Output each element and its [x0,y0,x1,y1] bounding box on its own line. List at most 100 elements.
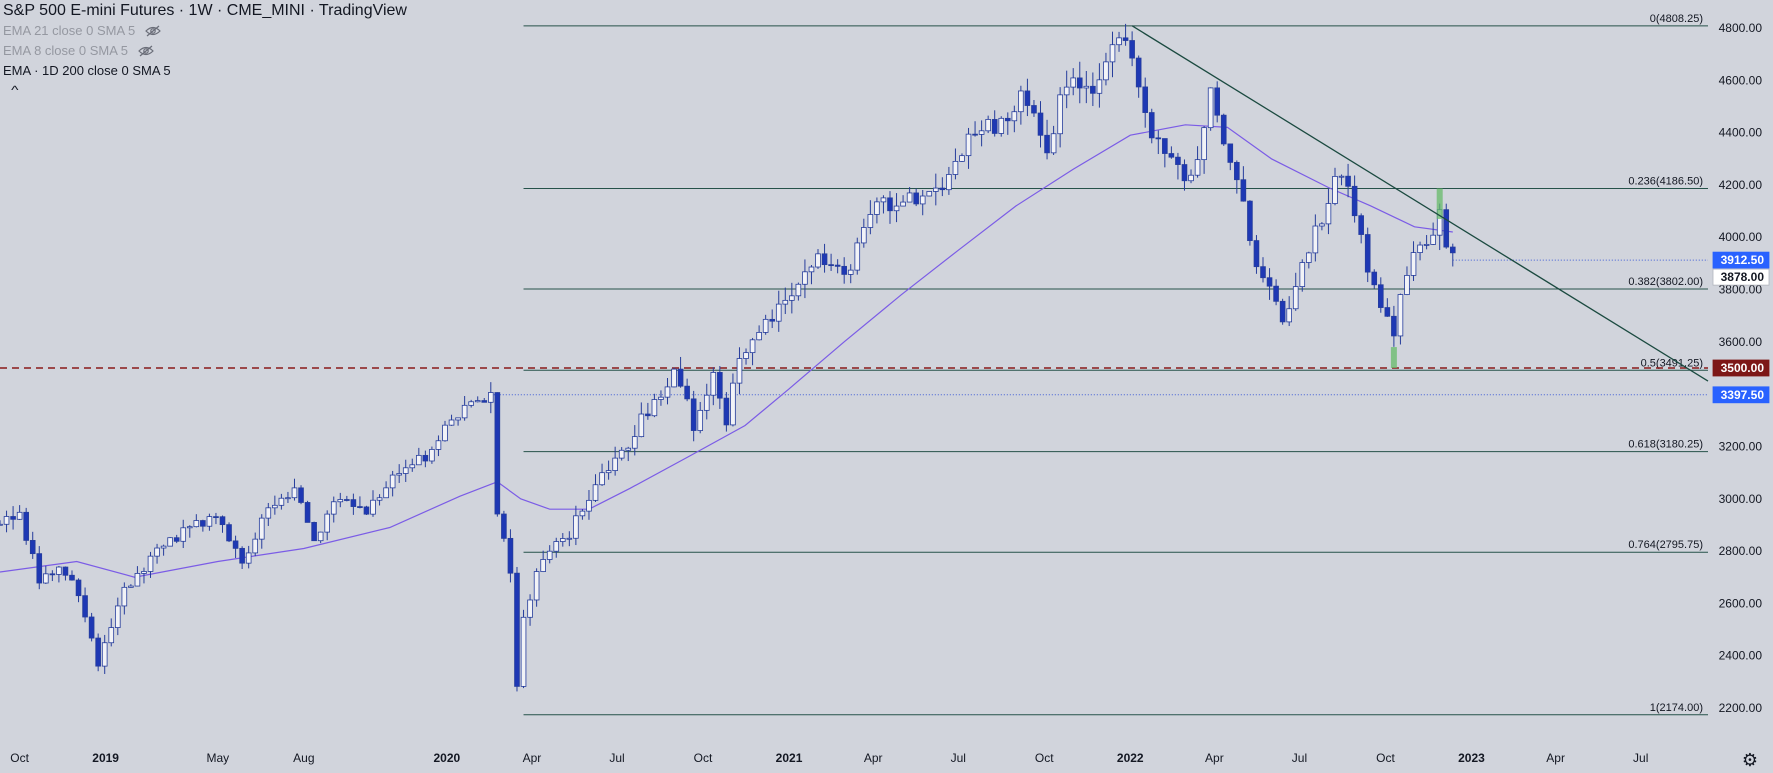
candle-down [1358,215,1364,235]
candle-up [1417,244,1423,253]
indicator-ema-21[interactable]: EMA 21 close 0 SMA 5 [3,21,407,41]
time-tick-label: Aug [293,751,314,765]
candle-up [1063,86,1070,96]
chevron-up-icon[interactable]: ^ [11,83,19,97]
candle-down [1076,77,1083,89]
candle-up [1201,127,1207,161]
candle-up [1299,262,1306,288]
candle-up [3,516,10,525]
candle-up [324,513,331,533]
highlight-bar [1390,347,1397,368]
candle-up [1018,90,1024,113]
candle-down [717,372,723,399]
candle-up [952,160,959,175]
candle-up [370,499,376,515]
candle-down [501,513,507,539]
candle-up [1325,203,1332,225]
candle-up [965,133,972,157]
candle-down [49,573,56,576]
candle-up [762,318,769,333]
candle-down [1364,234,1371,273]
candle-down [972,133,978,136]
candle-up [985,119,991,132]
price-tick-label: 2600.00 [1719,596,1763,610]
candle-down [62,566,69,576]
candle-down [88,616,95,639]
eye-off-icon[interactable] [145,25,162,37]
trendline [1131,25,1709,382]
candle-up [56,566,62,575]
eye-off-icon[interactable] [138,45,154,57]
indicator-ema-1d-200[interactable]: EMA · 1D 200 close 0 SMA 5 [3,61,407,81]
candle-up [710,372,717,396]
candle-up [527,599,533,618]
candle-down [219,516,226,526]
candle-up [265,507,272,519]
candle-up [1404,275,1410,295]
candle-down [1377,284,1384,308]
candle-down [422,454,429,462]
candle-up [599,472,605,486]
price-tick-label: 4600.00 [1719,73,1763,87]
fib-level-label: 0.5(3491.25) [1641,357,1703,369]
candle-down [1351,185,1358,217]
candle-up [703,394,710,411]
candle-up [121,586,128,607]
reference-lines [0,259,1708,396]
candle-up [1306,252,1312,263]
candle-down [723,397,730,426]
candle-up [874,201,880,215]
fib-level-label: 0.236(4186.50) [1628,175,1703,187]
time-tick-label: Apr [1205,751,1224,765]
candle-up [468,401,474,406]
time-tick-label: Apr [523,751,542,765]
time-tick-label: 2021 [776,751,803,765]
indicator-label: EMA 8 close 0 SMA 5 [3,43,129,58]
candle-up [160,545,167,549]
candle-up [1096,79,1103,94]
candle-up [154,547,160,557]
candle-up [488,392,494,403]
moving-average-layer [0,124,1453,578]
candle-down [10,516,16,520]
candle-down [1234,161,1240,181]
time-tick-label: May [206,751,229,765]
candle-up [893,205,900,212]
candle-up [101,642,108,667]
candle-up [416,454,422,466]
candle-up [795,283,802,297]
candle-down [1214,87,1220,116]
price-tags: 3912.50 3878.00 3500.00 3397.50 [1712,251,1770,404]
candle-down [36,553,43,584]
candle-down [834,264,841,267]
candle-up [134,573,141,587]
candle-up [808,266,815,273]
indicator-ema-8[interactable]: EMA 8 close 0 SMA 5 [3,41,407,61]
candle-up [180,527,187,542]
price-tag-label: 3500.00 [1721,361,1765,375]
candle-down [507,537,514,574]
time-axis: Oct 2019 May Aug 2020 Apr Jul Oct 2021 Apr Jul Oct 2… [10,751,1648,765]
chart-legend: S&P 500 E-mini Futures · 1W · CME_MINI ·… [3,1,407,99]
fib-level-label: 0(4808.25) [1650,13,1703,25]
candle-up [1397,294,1404,337]
candle-up [847,269,854,275]
candle-up [933,187,939,192]
candle-up [402,467,409,474]
candle-down [1162,138,1168,154]
candle-down [1279,300,1286,323]
candle-up [278,497,285,506]
candle-up [998,117,1005,134]
candle-down [1181,164,1188,182]
candle-down [298,487,304,503]
time-tick-label: 2023 [1458,751,1485,765]
candle-up [396,473,402,476]
candle-up [1070,77,1077,88]
candle-up [651,399,658,417]
candle-up [128,585,134,588]
candle-up [455,417,461,421]
time-tick-label: Jul [1633,751,1648,765]
candle-up [658,396,664,400]
gear-icon[interactable]: ⚙ [1741,750,1758,770]
